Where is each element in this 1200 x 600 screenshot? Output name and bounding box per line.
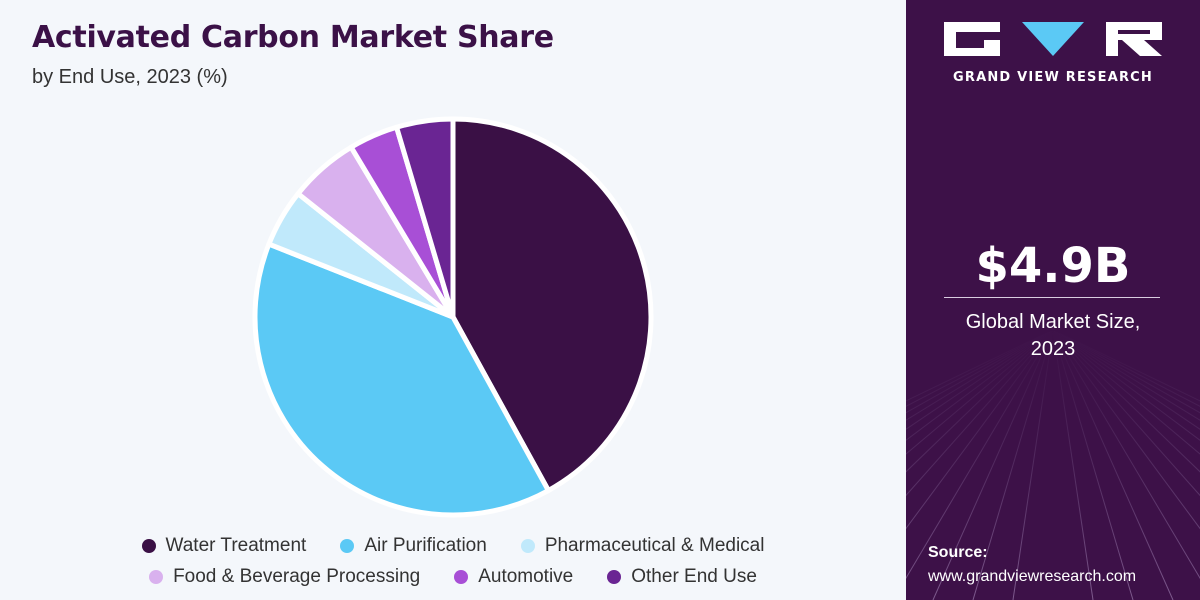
chart-panel: Activated Carbon Market Share by End Use…	[0, 20, 906, 588]
legend-swatch	[340, 539, 355, 553]
legend-item-water-treatment: Water Treatment	[141, 535, 307, 557]
pie-slices	[252, 116, 654, 518]
legend-label: Other End Use	[631, 566, 757, 587]
legend-label: Air Purification	[364, 535, 487, 556]
legend-row-1: Water Treatment Air Purification Pharmaceu…	[0, 535, 906, 557]
legend-swatch	[607, 570, 622, 584]
market-size-value: $4.9B	[975, 238, 1131, 294]
legend-item-pharmaceutical-and-medical: Pharmaceutical & Medical	[520, 535, 765, 557]
legend-row-2: Food & Beverage Processing Automotive Othe…	[0, 566, 906, 588]
pie-slice-other-end-use	[394, 116, 456, 320]
legend-swatch	[141, 539, 156, 553]
decorative-grid-background	[906, 329, 1200, 600]
chart-subtitle: by End Use, 2023 (%)	[32, 66, 228, 88]
legend-item-other-end-use: Other End Use	[607, 566, 757, 588]
source-label: Source:	[928, 544, 988, 561]
market-size-label-line-2: 2023	[1030, 338, 1076, 360]
legend-swatch	[149, 570, 164, 584]
legend-item-air-purification: Air Purification	[340, 535, 487, 557]
divider	[944, 297, 1160, 298]
legend-item-automotive: Automotive	[454, 566, 573, 588]
legend-swatch	[520, 539, 535, 553]
brand-name: GRAND VIEW RESEARCH	[952, 70, 1153, 85]
source-url[interactable]: www.grandviewresearch.com	[928, 568, 1137, 585]
market-size-label: Global Market Size, 2023	[906, 309, 1200, 363]
legend-label: Food & Beverage Processing	[173, 566, 421, 587]
legend-label: Water Treatment	[165, 535, 307, 556]
legend-label: Pharmaceutical & Medical	[544, 535, 765, 556]
pie-chart	[252, 116, 654, 518]
legend-label: Automotive	[478, 566, 574, 587]
grand-view-research-logo	[944, 22, 1162, 56]
chart-title: Activated Carbon Market Share	[32, 20, 554, 55]
pie-slice-air-purification	[252, 241, 551, 518]
market-size-label-line-1: Global Market Size,	[965, 311, 1141, 333]
legend-swatch	[454, 570, 469, 584]
legend-item-food-and-beverage-processing: Food & Beverage Processing	[149, 566, 420, 588]
summary-sidebar: GRAND VIEW RESEARCH $4.9B Global Market …	[906, 0, 1200, 600]
pie-slice-water-treatment	[450, 116, 654, 494]
